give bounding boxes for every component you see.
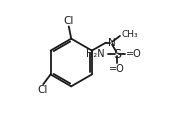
Text: S: S [113, 48, 121, 61]
Text: Cl: Cl [38, 85, 48, 95]
Text: =O: =O [126, 49, 142, 59]
Text: Cl: Cl [64, 16, 74, 26]
Text: CH₃: CH₃ [121, 30, 138, 40]
Text: =O: =O [109, 64, 125, 74]
Text: H₂N: H₂N [86, 49, 105, 59]
Text: N: N [107, 38, 115, 48]
